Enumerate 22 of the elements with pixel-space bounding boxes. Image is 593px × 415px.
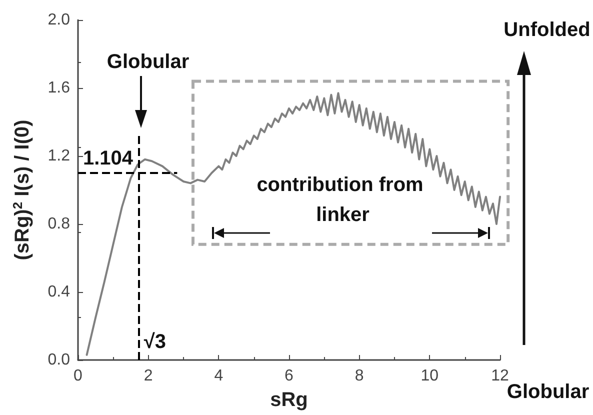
x-tick-label: 10 (420, 368, 439, 384)
text: Globular (506, 381, 590, 403)
x-tick-label: 0 (74, 368, 83, 384)
x-tick-label: 2 (144, 368, 153, 384)
text: Unfolded (504, 19, 590, 41)
y-tick-label: 0.4 (48, 284, 70, 300)
ref-line-label: √3 (144, 331, 166, 353)
line-series (86, 92, 501, 356)
ref-line-label: 1.104 (83, 147, 134, 170)
annotation: contribution from linker (256, 174, 424, 226)
y-tick-label: 1.6 (48, 80, 70, 96)
x-tick-label: 6 (284, 368, 294, 384)
y-tick-label: 0.8 (48, 216, 70, 232)
y-axis-title: (sRg)2 I(s) / I(0) (10, 120, 34, 260)
y-tick-label: 1.2 (48, 148, 70, 164)
x-tick-label: 12 (491, 368, 509, 384)
x-axis-title: sRg (270, 389, 308, 411)
y-tick-label: 2.0 (48, 12, 70, 28)
annotation: Globular (106, 51, 190, 73)
x-tick-label: 4 (214, 368, 224, 384)
x-tick-label: 8 (354, 368, 364, 384)
y-tick-label: 0.0 (48, 352, 70, 368)
